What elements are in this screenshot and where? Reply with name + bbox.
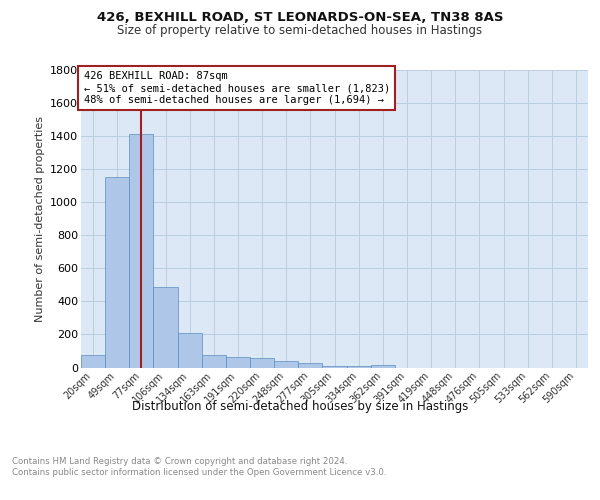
Text: Distribution of semi-detached houses by size in Hastings: Distribution of semi-detached houses by … — [132, 400, 468, 413]
Bar — [129, 134, 154, 368]
Text: Contains HM Land Registry data © Crown copyright and database right 2024.
Contai: Contains HM Land Registry data © Crown c… — [12, 458, 386, 477]
Bar — [298, 363, 322, 368]
Y-axis label: Number of semi-detached properties: Number of semi-detached properties — [35, 116, 44, 322]
Bar — [274, 360, 298, 368]
Text: Size of property relative to semi-detached houses in Hastings: Size of property relative to semi-detach… — [118, 24, 482, 37]
Bar — [371, 365, 395, 368]
Bar — [226, 358, 250, 368]
Bar — [81, 355, 105, 368]
Text: 426 BEXHILL ROAD: 87sqm
← 51% of semi-detached houses are smaller (1,823)
48% of: 426 BEXHILL ROAD: 87sqm ← 51% of semi-de… — [83, 72, 390, 104]
Bar — [105, 178, 129, 368]
Bar — [202, 354, 226, 368]
Bar — [154, 286, 178, 368]
Bar — [178, 333, 202, 368]
Bar — [347, 366, 371, 368]
Bar — [322, 366, 347, 368]
Text: 426, BEXHILL ROAD, ST LEONARDS-ON-SEA, TN38 8AS: 426, BEXHILL ROAD, ST LEONARDS-ON-SEA, T… — [97, 11, 503, 24]
Bar — [250, 358, 274, 368]
